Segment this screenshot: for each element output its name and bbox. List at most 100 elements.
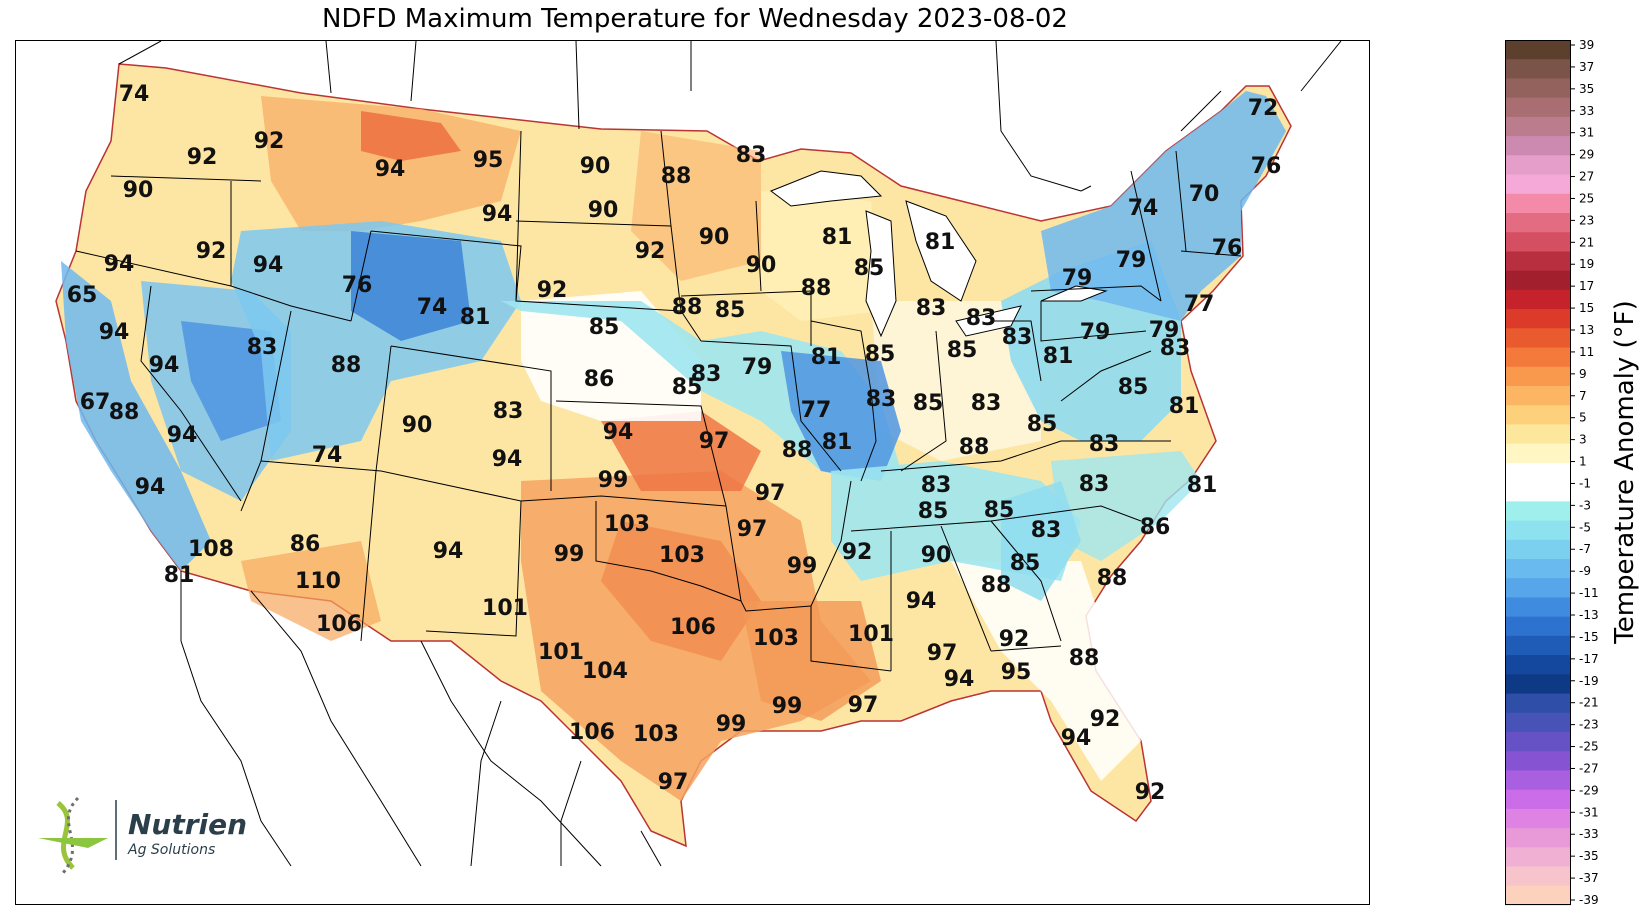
colorbar-tick-label: -5 — [1579, 520, 1591, 534]
city-temp-label: 79 — [1080, 320, 1111, 345]
colorbar-tick-label: 39 — [1579, 38, 1594, 52]
colorbar-tick-label: 21 — [1579, 235, 1594, 249]
city-temp-label: 74 — [417, 295, 448, 320]
city-temp-label: 94 — [433, 539, 464, 564]
colorbar-tick-label: -23 — [1579, 718, 1599, 732]
city-temp-label: 85 — [918, 499, 949, 524]
colorbar-tick-label: -29 — [1579, 783, 1599, 797]
city-temp-label: 83 — [247, 335, 278, 360]
city-temp-label: 94 — [944, 667, 975, 692]
city-temp-label: 92 — [187, 145, 218, 170]
city-temp-label: 83 — [736, 143, 767, 168]
colorbar-swatch — [1505, 251, 1571, 272]
city-temp-label: 88 — [661, 164, 692, 189]
city-temp-label: 94 — [253, 253, 284, 278]
colorbar-swatch — [1505, 789, 1571, 810]
colorbar-swatch — [1505, 443, 1571, 464]
colorbar-swatch — [1505, 232, 1571, 253]
city-temp-label: 103 — [753, 626, 799, 651]
city-temp-label: 81 — [1187, 473, 1218, 498]
colorbar-tick-label: 37 — [1579, 60, 1594, 74]
colorbar-swatch — [1505, 347, 1571, 368]
city-temp-label: 86 — [290, 532, 321, 557]
city-temp-label: 85 — [1027, 412, 1058, 437]
city-temp-label: 74 — [312, 443, 343, 468]
city-temp-label: 88 — [801, 276, 832, 301]
logo-wordmark: Nutrien — [128, 808, 248, 841]
city-temp-label: 81 — [822, 225, 853, 250]
colorbar-swatch — [1505, 885, 1571, 906]
city-temp-label: 99 — [716, 712, 747, 737]
colorbar-swatch — [1505, 174, 1571, 195]
colorbar-swatch — [1505, 866, 1571, 887]
colorbar-swatch — [1505, 751, 1571, 772]
city-temp-label: 83 — [1079, 472, 1110, 497]
colorbar-tick-label: 7 — [1579, 389, 1587, 403]
logo-subtitle: Ag Solutions — [128, 842, 216, 858]
city-temp-label: 94 — [167, 423, 198, 448]
city-temp-label: 97 — [658, 770, 689, 795]
colorbar-swatch — [1505, 136, 1571, 156]
colorbar-tick-label: 5 — [1579, 411, 1587, 425]
city-temp-label: 97 — [699, 429, 730, 454]
city-temp-label: 83 — [966, 306, 997, 331]
city-temp-label: 92 — [842, 540, 873, 565]
city-temp-label: 92 — [196, 239, 227, 264]
temperature-map: 74 92 92 95 94 90 83 88 90 90 94 72 76 70 74 90 81 81 92 92… — [55, 41, 1342, 867]
city-temp-label: 92 — [999, 627, 1030, 652]
city-temp-label: 97 — [737, 517, 768, 542]
colorbar-swatch — [1505, 520, 1571, 541]
city-temp-label: 90 — [699, 225, 730, 250]
city-temp-label: 94 — [906, 589, 937, 614]
city-temp-label: 99 — [787, 554, 818, 579]
colorbar-swatch — [1505, 40, 1571, 60]
colorbar-swatch — [1505, 386, 1571, 406]
city-temp-label: 99 — [598, 468, 629, 493]
city-temp-label: 94 — [99, 320, 130, 345]
city-temp-label: 81 — [811, 345, 842, 370]
city-temp-label: 85 — [1118, 375, 1149, 400]
city-temp-label: 92 — [254, 129, 285, 154]
city-temp-label: 83 — [1002, 325, 1033, 350]
city-temp-label: 88 — [109, 400, 140, 425]
colorbar-label: Temperature Anomaly (°F) — [1610, 300, 1640, 644]
city-temp-label: 103 — [604, 512, 650, 537]
city-temp-label: 90 — [588, 198, 619, 223]
colorbar-swatch — [1505, 213, 1571, 233]
colorbar-swatch — [1505, 328, 1571, 349]
colorbar-swatch — [1505, 482, 1571, 502]
colorbar-swatch — [1505, 289, 1571, 310]
colorbar-swatch — [1505, 674, 1571, 695]
colorbar-tick-label: 35 — [1579, 82, 1594, 96]
city-temp-label: 83 — [493, 399, 524, 424]
colorbar-swatch — [1505, 655, 1571, 675]
colorbar-swatch — [1505, 462, 1571, 483]
city-temp-label: 92 — [1135, 780, 1166, 805]
city-temp-label: 88 — [782, 438, 813, 463]
city-temp-label: 85 — [984, 498, 1015, 523]
colorbar-swatch — [1505, 712, 1571, 733]
city-temp-label: 99 — [772, 694, 803, 719]
colorbar-tick-label: -7 — [1579, 542, 1591, 556]
city-temp-label: 85 — [865, 342, 896, 367]
city-temp-label: 92 — [1090, 707, 1121, 732]
map-frame: 74 92 92 95 94 90 83 88 90 90 94 72 76 70 74 90 81 81 92 92… — [15, 40, 1370, 905]
city-temp-label: 94 — [492, 447, 523, 472]
city-temp-label: 67 — [80, 390, 111, 415]
city-temperature-labels: 74 92 92 95 94 90 83 88 90 90 94 72 76 70 74 90 81 81 92 92… — [67, 82, 1282, 805]
colorbar-tick-label: 13 — [1579, 323, 1594, 337]
colorbar-tick-label: -21 — [1579, 696, 1599, 710]
colorbar-swatch — [1505, 405, 1571, 426]
colorbar-swatch — [1505, 97, 1571, 118]
colorbar-swatch — [1505, 578, 1571, 599]
colorbar-tick-label: 29 — [1579, 148, 1594, 162]
colorbar-tick-label: 25 — [1579, 191, 1594, 205]
colorbar-tick-label: 3 — [1579, 433, 1587, 447]
city-temp-label: 77 — [801, 398, 832, 423]
city-temp-label: 94 — [603, 420, 634, 445]
city-temp-label: 83 — [866, 387, 897, 412]
city-temp-label: 83 — [971, 391, 1002, 416]
city-temp-label: 85 — [715, 298, 746, 323]
colorbar-tick-label: -11 — [1579, 586, 1599, 600]
city-temp-label: 88 — [1069, 646, 1100, 671]
